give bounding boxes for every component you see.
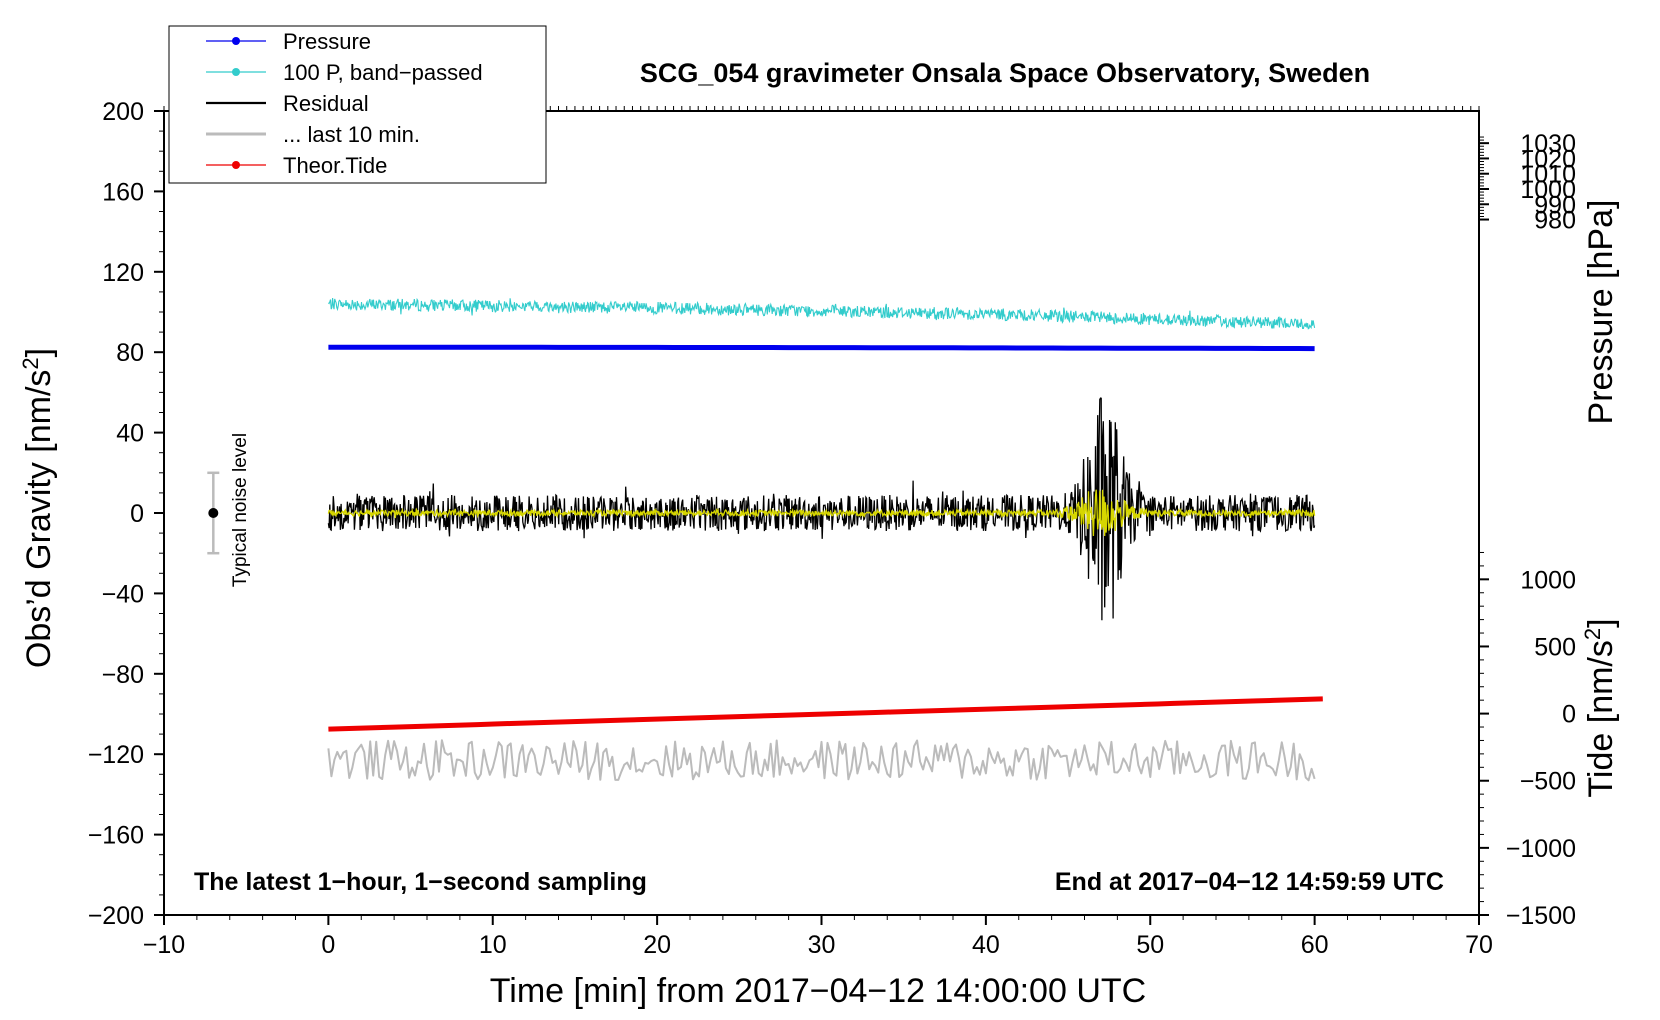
legend-box — [168, 25, 547, 184]
axes-layer: −10 0 10 20 30 40 50 60 70−200−160−120−80−400408… — [88, 98, 1576, 959]
pressure-axis-tick-label: 990 — [1534, 191, 1576, 219]
legend-label: ... last 10 min. — [283, 122, 420, 147]
x-tick-label: −10 — [143, 931, 185, 959]
y-tick-label: −200 — [88, 902, 144, 930]
series--last-10-min — [327, 739, 1316, 782]
y-tick-label: 0 — [130, 500, 144, 528]
tide-axis-tick-label: −1000 — [1506, 835, 1576, 863]
x-tick-label: 10 — [479, 931, 507, 959]
pressure-axis-title: Pressure [hPa] — [1582, 200, 1620, 425]
noise-level-label: Typical noise level — [230, 433, 251, 587]
series-line — [327, 489, 1316, 537]
legend-label: Theor.Tide — [283, 153, 387, 178]
pressure-axis-tick-label: 1020 — [1520, 145, 1576, 173]
pressure-axis-tick-label: 1030 — [1520, 130, 1576, 158]
tide-axis-tick-label: −500 — [1520, 768, 1576, 796]
tide-axis-title-sup: 2 — [1580, 628, 1605, 640]
legend-label: 100 P, band−passed — [283, 60, 483, 85]
series-100-p-band-passed — [328, 297, 1316, 330]
x-tick-label: 40 — [972, 931, 1000, 959]
x-tick-label: 50 — [1136, 931, 1164, 959]
tide-axis-tick-label: 500 — [1534, 633, 1576, 661]
series-line — [327, 397, 1316, 621]
tide-axis-tick-label: 1000 — [1520, 566, 1576, 594]
series-residual — [327, 397, 1316, 621]
y-tick-label: −120 — [88, 741, 144, 769]
pressure-axis-tick-label: 1000 — [1520, 176, 1576, 204]
x-tick-label: 60 — [1301, 931, 1329, 959]
series-pressure — [328, 344, 1315, 352]
noise-level-dot — [208, 508, 219, 518]
legend-marker — [232, 68, 240, 76]
y-tick-label: 200 — [102, 98, 144, 126]
series-line — [328, 696, 1323, 732]
legend-item: 100 P, band−passed — [206, 60, 483, 85]
series-line — [328, 344, 1315, 352]
y-tick-label: 40 — [116, 420, 144, 448]
y-tick-label: 80 — [116, 339, 144, 367]
series-layer — [327, 297, 1323, 782]
legend-marker — [232, 37, 240, 45]
tide-axis-tick-label: 0 — [1562, 701, 1576, 729]
x-tick-label: 70 — [1465, 931, 1493, 959]
pressure-axis-tick-label: 1010 — [1520, 161, 1576, 189]
x-tick-label: 30 — [808, 931, 836, 959]
y-tick-label: −80 — [102, 661, 144, 689]
annotation-end-time: End at 2017−04−12 14:59:59 UTC — [1055, 868, 1444, 896]
tide-axis-tick-label: −1500 — [1506, 902, 1576, 930]
chart-title: SCG_054 gravimeter Onsala Space Observat… — [640, 58, 1370, 88]
series-residual-filtered — [327, 489, 1316, 537]
legend-label: Pressure — [283, 29, 371, 54]
y-axis-title-end: ] — [20, 348, 58, 357]
legend-item: Residual — [206, 91, 369, 116]
legend-item: Pressure — [206, 29, 371, 54]
noise-level-marker: Typical noise level — [207, 433, 251, 587]
y-tick-label: 120 — [102, 259, 144, 287]
y-tick-label: −160 — [88, 822, 144, 850]
y-axis-title-main: Obs’d Gravity [nm/s — [20, 370, 58, 669]
pressure-axis-tick-label: 980 — [1534, 207, 1576, 235]
series-line — [328, 297, 1316, 330]
annotation-sampling: The latest 1−hour, 1−second sampling — [194, 868, 647, 896]
series-theor-tide — [328, 696, 1323, 732]
legend-item: Theor.Tide — [206, 153, 387, 178]
x-tick-label: 0 — [321, 931, 335, 959]
tide-axis-title-end: ] — [1582, 618, 1620, 627]
legend: Pressure 100 P, band−passed Residual ... la… — [168, 25, 547, 184]
series-line — [327, 739, 1316, 782]
tide-axis-title-main: Tide [nm/s — [1582, 640, 1620, 797]
x-axis-title: Time [min] from 2017−04−12 14:00:00 UTC — [490, 972, 1146, 1010]
x-tick-label: 20 — [643, 931, 671, 959]
legend-item: ... last 10 min. — [206, 122, 420, 147]
y-axis-title: Obs’d Gravity [nm/s2] — [18, 348, 58, 668]
y-tick-label: 160 — [102, 178, 144, 206]
y-tick-label: −40 — [102, 580, 144, 608]
legend-marker — [232, 161, 240, 169]
tide-axis-title: Tide [nm/s2] — [1580, 618, 1620, 797]
y-axis-title-sup: 2 — [18, 357, 43, 369]
legend-label: Residual — [283, 91, 369, 116]
